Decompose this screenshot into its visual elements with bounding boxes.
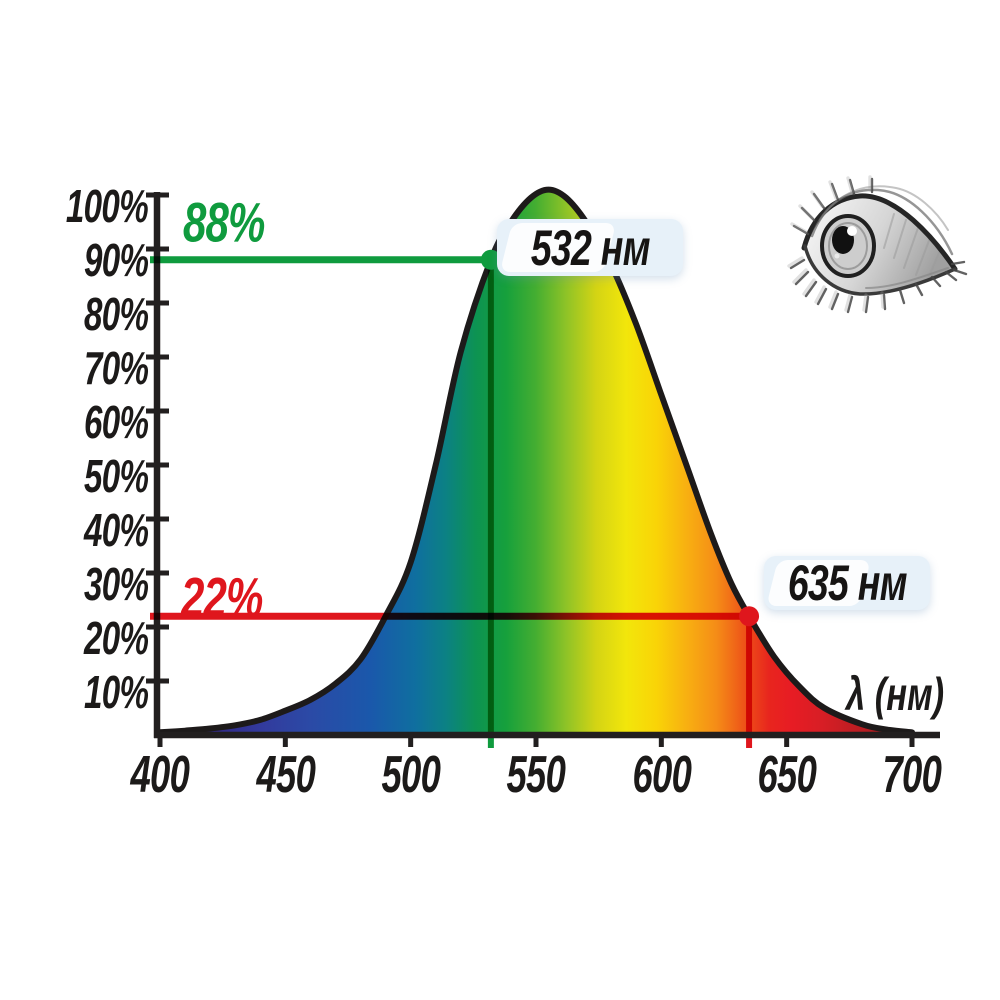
eye-highlight — [847, 226, 857, 236]
eye-lashes — [789, 177, 968, 314]
wavelength-callout-532nm-text: 532 нм — [530, 219, 651, 276]
x-tick-label: 500 — [331, 745, 491, 805]
marker-532nm-dot — [480, 249, 501, 270]
x-tick-label-text: 450 — [256, 746, 315, 804]
y-tick-label-text: 70% — [83, 342, 149, 394]
y-tick-label-text: 90% — [83, 234, 149, 286]
x-tick-label: 700 — [832, 745, 992, 805]
y-tick-label: 30% — [0, 557, 149, 611]
x-tick-label: 650 — [707, 745, 867, 805]
wavelength-callout-635nm-text: 635 нм — [787, 555, 908, 611]
y-tick-label: 60% — [0, 395, 149, 449]
y-tick-label: 10% — [0, 665, 149, 719]
y-tick-label: 100% — [0, 179, 149, 233]
x-tick-label: 550 — [456, 745, 616, 805]
marker-vertical-lines — [487, 259, 753, 748]
y-tick-label: 70% — [0, 341, 149, 395]
y-tick-label: 20% — [0, 611, 149, 665]
x-axis-title: λ (нм) — [846, 667, 977, 721]
marker-dots — [480, 249, 760, 627]
eye-sclera-hatching — [883, 213, 942, 280]
y-tick-label-text: 40% — [83, 504, 149, 556]
y-tick-label-text: 80% — [83, 288, 149, 340]
eye-lashes-soft — [787, 175, 885, 312]
spectral-sensitivity-curve — [157, 186, 915, 738]
x-tick-label-text: 500 — [381, 746, 440, 804]
green-percent-annotation: 88% — [183, 190, 292, 255]
marker-635nm-dot — [739, 606, 760, 627]
x-tick-label: 450 — [205, 745, 365, 805]
x-tick-label-text: 700 — [882, 746, 942, 804]
y-tick-label-text: 20% — [83, 612, 149, 664]
y-tick-label: 50% — [0, 449, 149, 503]
x-tick-label-text: 550 — [506, 746, 566, 804]
red-percent-annotation: 22% — [181, 565, 290, 630]
x-tick-label: 400 — [80, 745, 240, 805]
x-tick-label-text: 600 — [632, 746, 691, 804]
eye-iris-ring — [828, 222, 868, 270]
marker-horizontal-lines — [150, 256, 750, 620]
y-tick-label-text: 50% — [83, 450, 149, 502]
green-percent-text: 88% — [183, 190, 265, 254]
eye-highlight-small — [834, 253, 840, 259]
wavelength-callout-532nm: 532 нм — [497, 219, 683, 276]
y-tick-label: 40% — [0, 503, 149, 557]
x-tick-label-text: 400 — [130, 746, 190, 804]
y-tick-label-text: 30% — [83, 558, 149, 610]
eye-lower-lid-inner-line — [865, 267, 949, 289]
y-tick-label: 80% — [0, 287, 149, 341]
axis-ticks — [146, 192, 915, 747]
wavelength-callout-635nm: 635 нм — [764, 555, 930, 611]
y-tick-label-text: 10% — [83, 666, 149, 718]
x-axis-title-text: λ (нм) — [846, 668, 945, 720]
eye-lower-lid — [803, 244, 957, 296]
x-tick-label: 600 — [581, 745, 741, 805]
y-tick-label-text: 60% — [83, 396, 149, 448]
eye-illustration — [787, 175, 968, 314]
y-tick-label-text: 100% — [65, 180, 149, 232]
eye-upper-lid — [801, 193, 958, 272]
x-tick-label-text: 650 — [757, 746, 816, 804]
y-tick-label: 90% — [0, 233, 149, 287]
red-percent-text: 22% — [181, 565, 263, 629]
